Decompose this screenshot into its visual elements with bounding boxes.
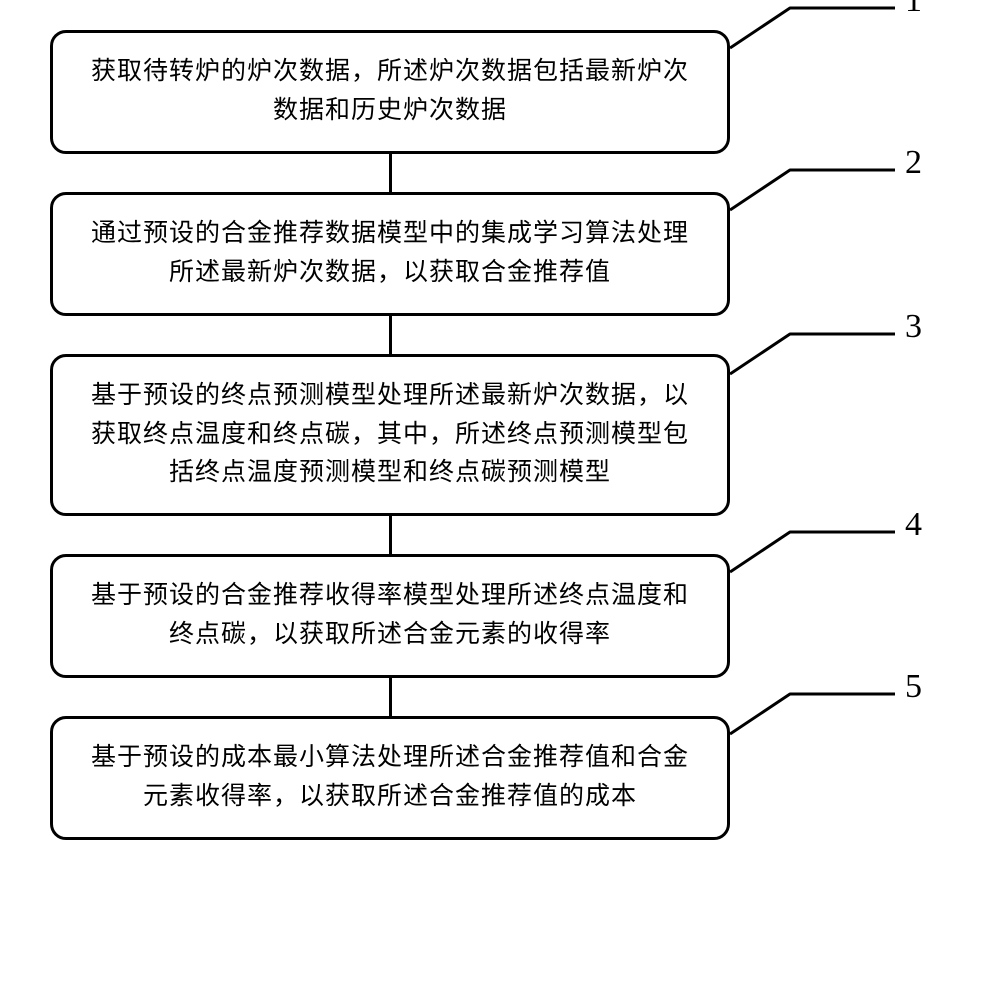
flowchart-connector xyxy=(389,154,392,192)
flowchart-diagram: 获取待转炉的炉次数据，所述炉次数据包括最新炉次数据和历史炉次数据1通过预设的合金… xyxy=(50,30,950,840)
callout-n3 xyxy=(730,330,899,378)
callout-n2 xyxy=(730,166,899,214)
callout-n4 xyxy=(730,528,899,576)
flowchart-node-text: 基于预设的成本最小算法处理所述合金推荐值和合金元素收得率，以获取所述合金推荐值的… xyxy=(83,739,697,817)
callout-n1 xyxy=(730,4,899,52)
flowchart-node-n3: 基于预设的终点预测模型处理所述最新炉次数据，以获取终点温度和终点碳，其中，所述终… xyxy=(50,354,730,516)
callout-n5 xyxy=(730,690,899,738)
flowchart-node-n4: 基于预设的合金推荐收得率模型处理所述终点温度和终点碳，以获取所述合金元素的收得率 xyxy=(50,554,730,678)
flowchart-node-text: 基于预设的合金推荐收得率模型处理所述终点温度和终点碳，以获取所述合金元素的收得率 xyxy=(83,577,697,655)
flowchart-connector xyxy=(389,678,392,716)
flowchart-node-text: 通过预设的合金推荐数据模型中的集成学习算法处理所述最新炉次数据，以获取合金推荐值 xyxy=(83,215,697,293)
callout-label-n2: 2 xyxy=(905,144,922,182)
flowchart-node-n5: 基于预设的成本最小算法处理所述合金推荐值和合金元素收得率，以获取所述合金推荐值的… xyxy=(50,716,730,840)
flowchart-node-text: 获取待转炉的炉次数据，所述炉次数据包括最新炉次数据和历史炉次数据 xyxy=(83,53,697,131)
flowchart-connector xyxy=(389,516,392,554)
callout-label-n4: 4 xyxy=(905,506,922,544)
flowchart-node-n1: 获取待转炉的炉次数据，所述炉次数据包括最新炉次数据和历史炉次数据 xyxy=(50,30,730,154)
flowchart-node-n2: 通过预设的合金推荐数据模型中的集成学习算法处理所述最新炉次数据，以获取合金推荐值 xyxy=(50,192,730,316)
flowchart-connector xyxy=(389,316,392,354)
callout-label-n1: 1 xyxy=(905,0,922,20)
callout-label-n5: 5 xyxy=(905,668,922,706)
callout-label-n3: 3 xyxy=(905,308,922,346)
flowchart-node-text: 基于预设的终点预测模型处理所述最新炉次数据，以获取终点温度和终点碳，其中，所述终… xyxy=(83,377,697,493)
